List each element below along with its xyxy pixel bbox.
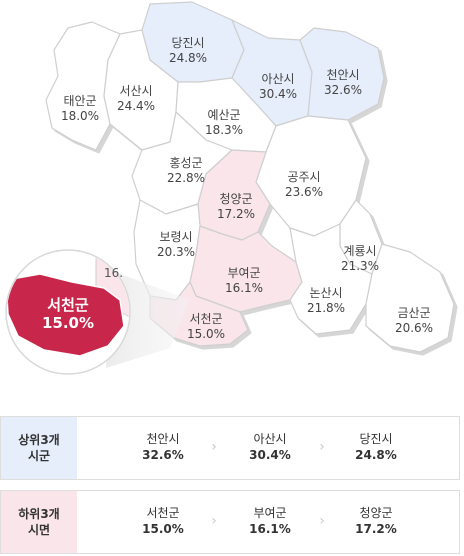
region-value: 21.8% xyxy=(306,301,346,315)
region-value: 18.0% xyxy=(60,109,100,123)
top-3-header: 상위3개 시군 xyxy=(1,417,77,479)
top-item-2-value: 30.4% xyxy=(249,448,291,462)
region-name: 청양군 xyxy=(219,192,253,206)
zoom-region-name: 서천군 xyxy=(47,296,89,314)
top-item-1-value: 32.6% xyxy=(142,448,184,462)
region-value: 16.1% xyxy=(224,281,264,295)
bottom-item-1: 서천군 15.0% xyxy=(118,505,208,537)
top-item-1-name: 천안시 xyxy=(146,432,180,446)
region-name: 보령시 xyxy=(159,230,193,244)
region-geumsan[interactable] xyxy=(365,243,455,353)
region-nonsan[interactable] xyxy=(289,223,373,335)
bottom-3-header: 하위3개 시면 xyxy=(1,491,77,553)
bottom-item-3: 청양군 17.2% xyxy=(331,505,421,537)
region-name: 천안시 xyxy=(326,68,360,82)
region-value: 24.8% xyxy=(168,51,208,65)
zoom-label: 서천군 15.0% xyxy=(42,296,94,332)
zoom-peek-value: 16. xyxy=(104,266,124,280)
region-label-seocheon: 서천군 15.0% xyxy=(187,312,225,342)
zoom-inset xyxy=(5,249,131,375)
region-value: 20.6% xyxy=(394,321,434,335)
region-label-cheonan: 천안시 32.6% xyxy=(324,68,362,98)
bottom-3-panel: 하위3개 시면 서천군 15.0% › 부여군 16.1% › 청양군 17.2… xyxy=(0,490,460,554)
region-value: 30.4% xyxy=(258,87,298,101)
bottom-item-1-value: 15.0% xyxy=(142,522,184,536)
region-name: 당진시 xyxy=(171,36,205,50)
chevron-right-icon: › xyxy=(211,513,217,529)
top-3-title-line1: 상위3개 xyxy=(18,433,60,447)
region-label-boryeong: 보령시 20.3% xyxy=(157,230,195,260)
region-name: 공주시 xyxy=(287,170,321,184)
region-label-gongju: 공주시 23.6% xyxy=(285,170,323,200)
bottom-3-title-line1: 하위3개 xyxy=(18,507,60,521)
region-name: 계룡시 xyxy=(343,244,377,258)
bottom-item-1-name: 서천군 xyxy=(146,506,180,520)
region-name: 금산군 xyxy=(397,306,431,320)
region-label-gyeryong: 계룡시 21.3% xyxy=(341,244,379,274)
region-value: 15.0% xyxy=(186,327,226,341)
region-name: 논산시 xyxy=(309,286,343,300)
region-name: 아산시 xyxy=(261,72,295,86)
region-label-seosan: 서산시 24.4% xyxy=(117,84,155,114)
region-value: 32.6% xyxy=(323,83,363,97)
region-name: 예산군 xyxy=(207,108,241,122)
top-item-2-name: 아산시 xyxy=(253,432,287,446)
top-3-title-line2: 시군 xyxy=(27,449,51,463)
bottom-item-3-value: 17.2% xyxy=(355,522,397,536)
region-label-nonsan: 논산시 21.8% xyxy=(307,286,345,316)
region-label-geumsan: 금산군 20.6% xyxy=(395,306,433,336)
bottom-item-3-name: 청양군 xyxy=(359,506,393,520)
bottom-item-2-name: 부여군 xyxy=(253,506,287,520)
region-value: 17.2% xyxy=(216,207,256,221)
chevron-right-icon: › xyxy=(319,513,325,529)
bottom-item-2: 부여군 16.1% xyxy=(225,505,315,537)
top-item-3-name: 당진시 xyxy=(359,432,393,446)
top-3-panel: 상위3개 시군 천안시 32.6% › 아산시 30.4% › 당진시 24.8… xyxy=(0,416,460,480)
top-item-1: 천안시 32.6% xyxy=(118,431,208,463)
region-value: 23.6% xyxy=(284,185,324,199)
region-label-asan: 아산시 30.4% xyxy=(259,72,297,102)
bottom-item-2-value: 16.1% xyxy=(249,522,291,536)
chevron-right-icon: › xyxy=(211,439,217,455)
region-name: 부여군 xyxy=(227,266,261,280)
region-value: 20.3% xyxy=(156,245,196,259)
bottom-3-title-line2: 시면 xyxy=(27,523,51,537)
top-item-2: 아산시 30.4% xyxy=(225,431,315,463)
region-label-cheongyang: 청양군 17.2% xyxy=(217,192,255,222)
region-label-buyeo: 부여군 16.1% xyxy=(225,266,263,296)
top-item-3-value: 24.8% xyxy=(355,448,397,462)
chungnam-map xyxy=(5,1,455,375)
zoom-region-seocheon[interactable] xyxy=(6,273,125,357)
region-label-taean: 태안군 18.0% xyxy=(61,94,99,124)
region-label-hongseong: 홍성군 22.8% xyxy=(167,156,205,186)
region-name: 서산시 xyxy=(119,84,153,98)
region-label-yesan: 예산군 18.3% xyxy=(205,108,243,138)
region-name: 태안군 xyxy=(63,94,97,108)
top-item-3: 당진시 24.8% xyxy=(331,431,421,463)
zoom-region-value: 15.0% xyxy=(41,314,95,332)
region-label-dangjin: 당진시 24.8% xyxy=(169,36,207,66)
region-value: 18.3% xyxy=(204,123,244,137)
region-name: 서천군 xyxy=(189,312,223,326)
region-name: 홍성군 xyxy=(169,156,203,170)
region-cheonan[interactable] xyxy=(299,27,385,121)
region-value: 22.8% xyxy=(166,171,206,185)
chevron-right-icon: › xyxy=(319,439,325,455)
region-value: 24.4% xyxy=(116,99,156,113)
region-value: 21.3% xyxy=(340,259,380,273)
